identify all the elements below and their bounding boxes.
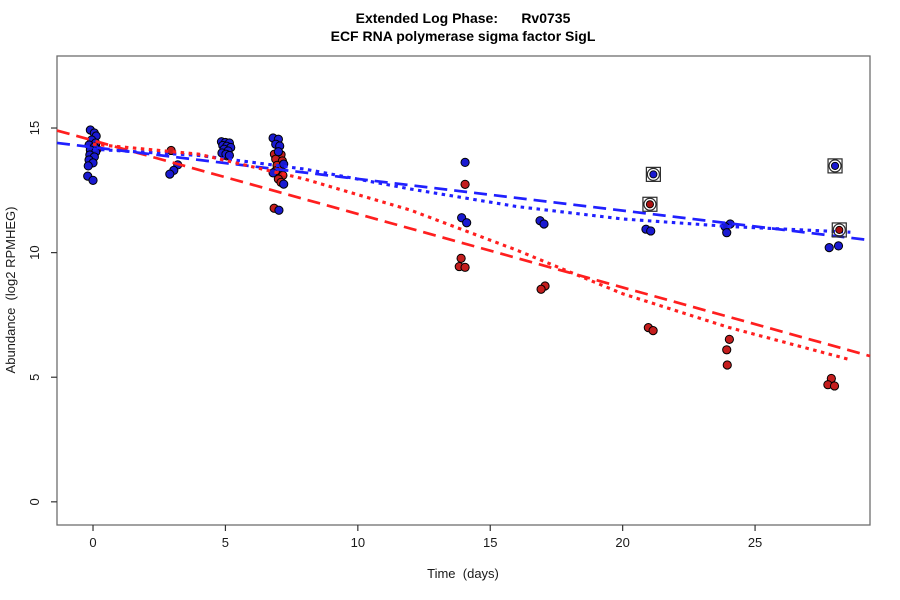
data-point (645, 200, 654, 209)
data-point (648, 326, 658, 336)
flag-circle-outline (832, 223, 846, 237)
trendline-red-longdash-fit (56, 129, 871, 358)
data-point (722, 345, 732, 355)
flagged-data-point (645, 166, 661, 182)
trendline-blue-longdash-fit (56, 141, 871, 242)
flagged-red-points (642, 196, 847, 238)
flag-square-outline (827, 158, 843, 174)
axis-ticks: 0 5 10 15 20 25 0 5 10 15 (27, 121, 762, 550)
data-point (722, 228, 732, 238)
data-point (829, 381, 840, 391)
data-point (460, 179, 470, 189)
flag-square-outline (645, 166, 661, 182)
x-tick-label: 10 (351, 535, 365, 550)
data-point (462, 218, 472, 228)
x-tick-label: 25 (748, 535, 762, 550)
y-tick-label: 15 (27, 121, 42, 135)
red-condition-points (91, 139, 840, 391)
flag-circle-outline (646, 167, 660, 181)
flag-square-outline (831, 222, 847, 238)
flag-circle-outline (643, 197, 657, 211)
data-point (824, 243, 834, 253)
data-point (649, 170, 658, 179)
x-tick-label: 0 (89, 535, 96, 550)
y-tick-label: 5 (27, 374, 42, 381)
data-point (456, 253, 466, 263)
data-point (830, 161, 840, 170)
data-point (835, 225, 844, 234)
data-point (279, 179, 289, 189)
data-point (274, 205, 284, 215)
data-point (833, 241, 844, 251)
flag-square-outline (642, 196, 658, 212)
flagged-blue-points (645, 158, 843, 182)
data-point (724, 334, 734, 344)
plot-frame (56, 55, 871, 526)
y-axis-label: Abundance (log2 RPMHEG) (3, 207, 18, 374)
data-point (88, 175, 98, 185)
x-tick-label: 15 (483, 535, 497, 550)
data-point (460, 262, 470, 272)
data-points-layer (83, 125, 844, 391)
x-tick-label: 20 (615, 535, 629, 550)
data-point (273, 147, 283, 157)
flagged-data-point (827, 158, 843, 174)
y-tick-label: 0 (27, 498, 42, 505)
data-point (646, 226, 656, 236)
flagged-data-point (642, 196, 658, 212)
plot-title: Extended Log Phase: Rv0735 (356, 10, 571, 26)
blue-condition-points (83, 125, 844, 253)
trendline-red-dotted-fit (92, 142, 851, 362)
data-point (536, 284, 546, 294)
data-point (83, 161, 93, 171)
x-tick-label: 5 (222, 535, 229, 550)
data-point (165, 169, 175, 179)
flagged-data-point (831, 222, 847, 238)
plot-box (56, 55, 871, 526)
trend-lines-layer (56, 129, 871, 362)
data-point (460, 157, 470, 168)
data-point (722, 360, 732, 370)
y-tick-label: 10 (27, 245, 42, 259)
data-point (539, 219, 549, 229)
x-axis-label: Time (days) (427, 566, 499, 581)
plot-subtitle: ECF RNA polymerase sigma factor SigL (331, 28, 596, 44)
flag-circle-outline (828, 159, 842, 173)
flagged-points-layer (642, 158, 847, 238)
